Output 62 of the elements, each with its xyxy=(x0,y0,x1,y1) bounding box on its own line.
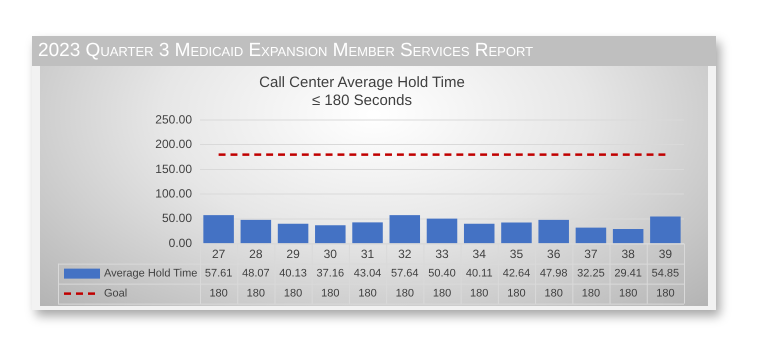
data-label: 40.13 xyxy=(279,268,307,280)
data-label: 50.40 xyxy=(428,268,456,280)
y-tick-label: 200.00 xyxy=(155,137,192,152)
data-label: 43.04 xyxy=(354,268,382,280)
bar xyxy=(390,215,420,244)
x-tick-label: 36 xyxy=(547,247,561,262)
x-tick-label: 35 xyxy=(510,247,524,262)
data-label: 180 xyxy=(209,288,228,300)
x-tick-label: 30 xyxy=(324,247,338,262)
bar xyxy=(464,224,494,244)
data-label: 40.11 xyxy=(466,268,493,280)
data-label: 180 xyxy=(321,288,340,300)
legend-label: Average Hold Time xyxy=(104,268,198,280)
bar xyxy=(240,220,272,244)
data-label: 180 xyxy=(582,288,600,300)
x-tick-label: 34 xyxy=(472,247,486,262)
x-tick-label: 29 xyxy=(286,247,300,262)
x-tick-label: 38 xyxy=(621,247,636,262)
x-tick-label: 33 xyxy=(435,247,449,262)
data-label: 180 xyxy=(618,288,638,300)
x-tick-label: 27 xyxy=(212,247,226,262)
data-label: 57.64 xyxy=(391,268,419,280)
data-label: 180 xyxy=(396,288,414,300)
bar xyxy=(612,229,644,244)
bar xyxy=(203,215,234,244)
bar xyxy=(538,220,569,244)
data-label: 180 xyxy=(544,288,563,300)
data-label: 180 xyxy=(432,288,452,300)
x-tick-label: 39 xyxy=(658,247,672,262)
data-label: 180 xyxy=(246,288,266,300)
bar xyxy=(576,228,606,244)
bar xyxy=(650,216,681,244)
x-tick-label: 31 xyxy=(360,247,375,262)
bar xyxy=(278,224,308,244)
y-tick-label: 250.00 xyxy=(155,112,192,126)
x-tick-label: 32 xyxy=(398,247,412,262)
bar xyxy=(426,218,458,244)
data-label: 37.16 xyxy=(316,268,344,280)
y-tick-label: 150.00 xyxy=(155,162,192,176)
data-label: 54.85 xyxy=(652,268,680,280)
chart-subtitle: Call Center Average Hold Time ≤ 180 Seconds xyxy=(259,74,465,110)
data-label: 42.64 xyxy=(502,268,530,280)
data-label: 57.61 xyxy=(204,268,232,280)
data-label: 180 xyxy=(656,288,675,300)
data-label: 180 xyxy=(358,288,377,300)
data-label: 180 xyxy=(470,288,488,300)
data-label: 32.25 xyxy=(577,268,605,280)
chart-title: 2023 Quarter 3 Medicaid Expansion Member Services Report xyxy=(32,36,716,66)
x-tick-label: 37 xyxy=(584,247,598,262)
y-tick-label: 0.00 xyxy=(168,236,192,250)
bar xyxy=(501,222,532,244)
bar xyxy=(315,225,346,244)
y-tick-label: 100.00 xyxy=(155,186,192,200)
data-label: 180 xyxy=(284,288,302,300)
x-tick-label: 28 xyxy=(249,247,263,262)
data-label: 29.41 xyxy=(614,268,642,280)
data-label: 47.98 xyxy=(540,268,568,280)
legend-label: Goal xyxy=(104,288,128,300)
y-tick-label: 50.00 xyxy=(162,211,192,226)
data-label: 48.07 xyxy=(242,268,270,280)
data-label: 180 xyxy=(507,288,526,300)
bar xyxy=(352,222,383,244)
